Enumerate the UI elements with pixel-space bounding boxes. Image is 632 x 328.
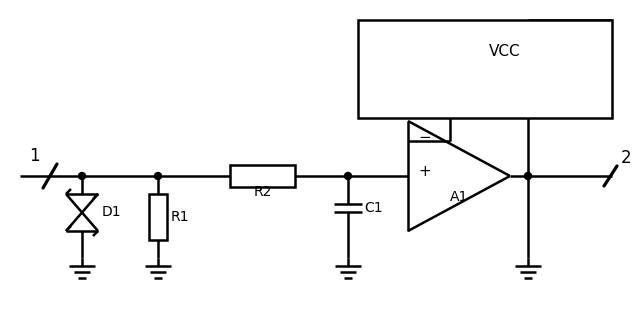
Text: D1: D1 — [102, 206, 121, 219]
Text: R1: R1 — [171, 210, 190, 224]
Circle shape — [344, 173, 351, 179]
Bar — [230, 165, 295, 187]
Text: R2: R2 — [253, 185, 272, 199]
Circle shape — [154, 173, 162, 179]
Circle shape — [525, 173, 532, 179]
Text: +: + — [418, 165, 431, 179]
Text: C1: C1 — [364, 201, 382, 215]
Text: −: − — [418, 130, 431, 145]
Text: A1: A1 — [450, 190, 468, 204]
Text: 1: 1 — [28, 147, 39, 165]
Bar — [149, 194, 167, 240]
Bar — [358, 20, 612, 118]
Text: VCC: VCC — [489, 44, 521, 58]
Text: 2: 2 — [621, 149, 631, 167]
Circle shape — [78, 173, 85, 179]
